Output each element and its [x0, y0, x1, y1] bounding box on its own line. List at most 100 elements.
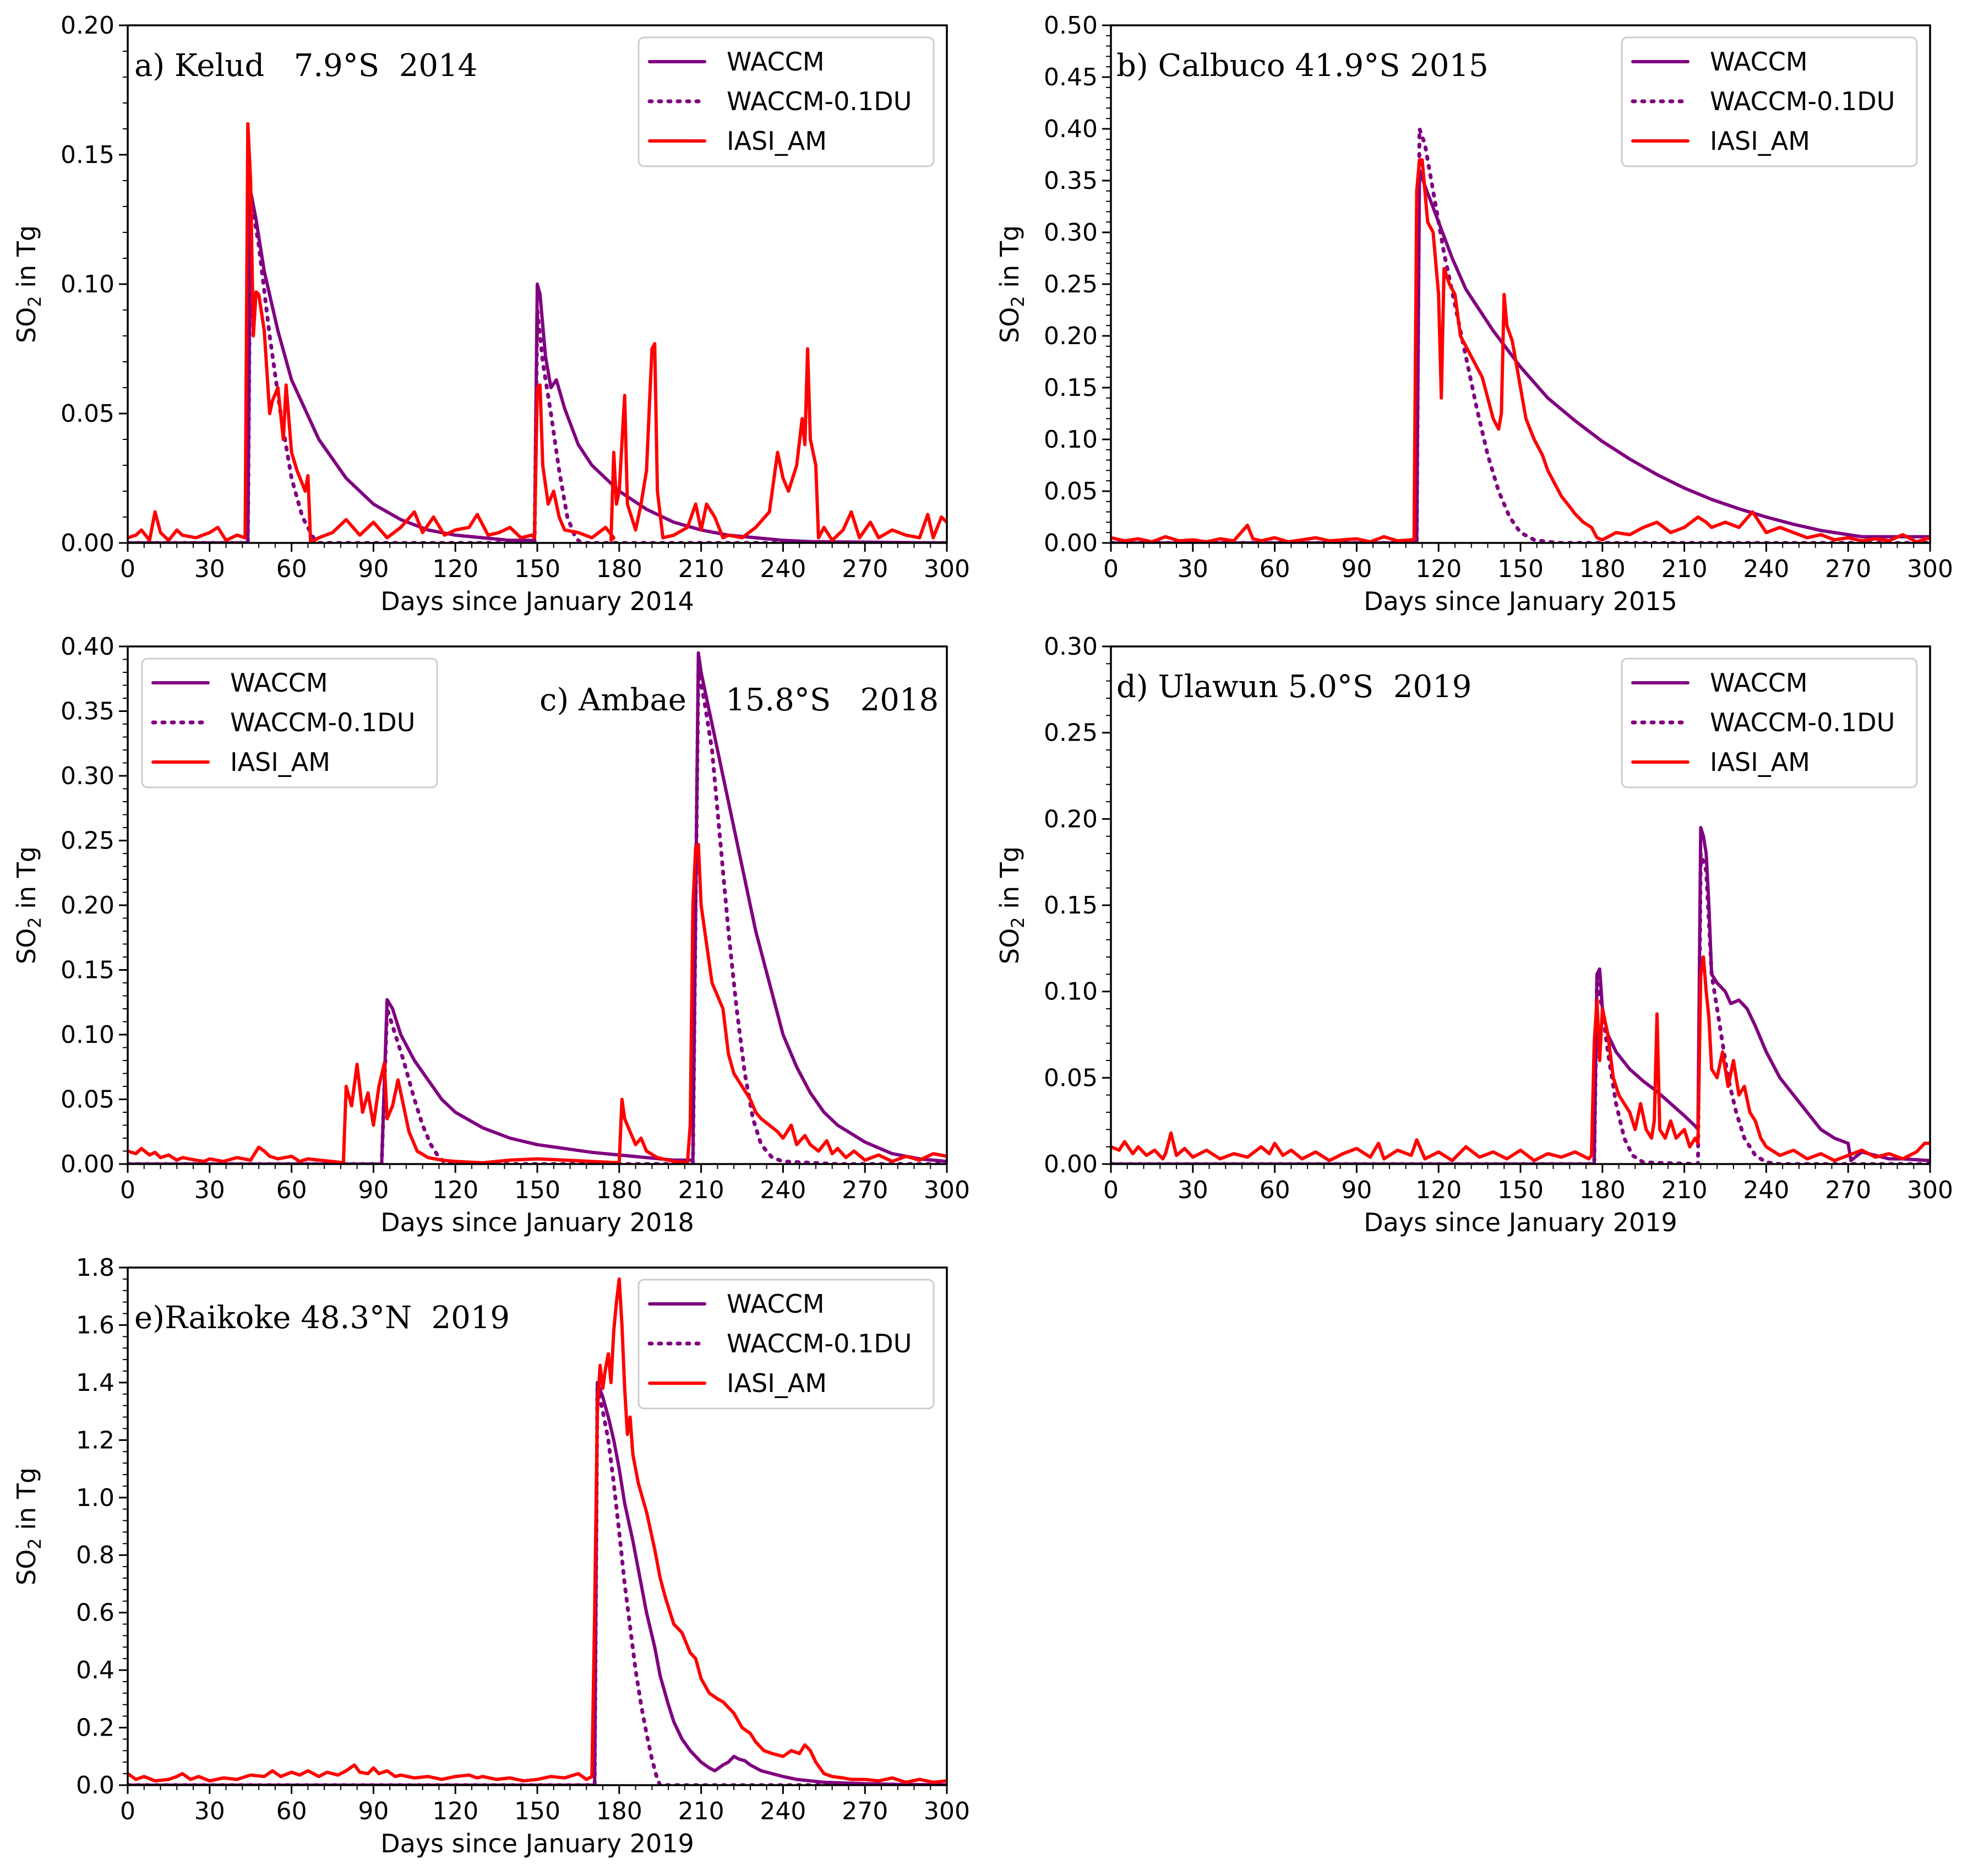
panel-title: c) Ambae 15.8°S 2018 — [539, 682, 939, 718]
series-line-iasi-am — [128, 122, 947, 543]
x-tick-label: 120 — [1415, 1176, 1462, 1204]
legend-label: WACCM — [1710, 668, 1808, 698]
legend-box — [1621, 657, 1918, 789]
x-tick-label: 0 — [120, 555, 135, 583]
panel-3: 0 30 60 90 120 150 180 210 240 270 300 0.00 0.05 0.10… — [12, 633, 970, 1237]
x-tick-label: 30 — [1178, 1176, 1208, 1204]
x-tick-label: 300 — [924, 555, 970, 583]
y-tick-label: 0.45 — [1044, 63, 1098, 91]
x-tick-label: 210 — [678, 1176, 724, 1204]
series-line-iasi-am — [1111, 955, 1930, 1162]
x-tick-label: 270 — [842, 1797, 888, 1825]
x-tick-label: 30 — [194, 555, 225, 583]
x-tick-label: 60 — [1260, 1176, 1290, 1204]
x-tick-label: 180 — [596, 1176, 642, 1204]
y-tick-label: 0.05 — [61, 400, 115, 428]
y-tick-label: 0.05 — [1044, 1064, 1098, 1092]
x-tick-label: 90 — [358, 1797, 389, 1825]
y-tick-label: 0.00 — [1044, 1150, 1098, 1178]
y-tick-label: 0.8 — [76, 1541, 115, 1569]
legend: WACCM WACCM-0.1DU IASI_AM — [1621, 36, 1918, 167]
panel-1: 0 30 60 90 120 150 180 210 240 270 300 0.00 0.05 0.10… — [12, 12, 970, 616]
series-line-waccm — [1111, 826, 1930, 1164]
series-line-iasi-am — [128, 1277, 947, 1784]
y-tick-label: 0.00 — [61, 1150, 115, 1178]
x-tick-label: 90 — [1341, 555, 1372, 583]
legend: WACCM WACCM-0.1DU IASI_AM — [1621, 657, 1918, 789]
y-tick-label: 0.25 — [1044, 719, 1098, 747]
panel-5: 0 30 60 90 120 150 180 210 240 270 300 0.0 0.2 0.4 0.6… — [12, 1254, 970, 1858]
legend-label: WACCM-0.1DU — [1710, 708, 1895, 737]
panel-title: b) Calbuco 41.9°S 2015 — [1116, 48, 1489, 84]
y-axis-label: SO2 in Tg — [12, 846, 45, 964]
legend-label: WACCM-0.1DU — [230, 708, 415, 737]
series-line-waccm-0-1du — [1111, 127, 1930, 543]
series-line-waccm — [128, 189, 947, 543]
x-tick-label: 240 — [1743, 1176, 1789, 1204]
panel-title: a) Kelud 7.9°S 2014 — [134, 48, 477, 84]
x-tick-label: 120 — [432, 555, 478, 583]
series-line-waccm-0-1du — [128, 670, 947, 1164]
x-tick-label: 150 — [1497, 555, 1544, 583]
y-tick-label: 0.05 — [61, 1086, 115, 1114]
legend-label: IASI_AM — [727, 126, 827, 156]
x-tick-label: 0 — [120, 1176, 135, 1204]
legend-label: WACCM — [230, 668, 328, 698]
panel-2: 0 30 60 90 120 150 180 210 240 270 300 0.00 0.05 0.10… — [995, 12, 1953, 616]
x-tick-label: 30 — [194, 1176, 225, 1204]
series-line-waccm — [128, 1380, 947, 1785]
y-tick-label: 0.05 — [1044, 477, 1098, 505]
x-tick-label: 270 — [842, 555, 888, 583]
y-tick-label: 0.15 — [61, 141, 115, 169]
x-tick-label: 150 — [514, 1797, 560, 1825]
y-tick-label: 0.00 — [61, 529, 115, 557]
x-tick-label: 0 — [1103, 555, 1119, 583]
x-tick-label: 90 — [358, 555, 389, 583]
y-tick-label: 0.25 — [61, 827, 115, 855]
x-tick-label: 300 — [924, 1797, 970, 1825]
x-tick-label: 270 — [1825, 1176, 1871, 1204]
x-tick-label: 300 — [1907, 555, 1953, 583]
x-axis-label: Days since January 2015 — [1364, 586, 1677, 616]
series-line-waccm-0-1du — [128, 194, 947, 543]
series-group — [1111, 826, 1930, 1164]
legend-box — [637, 1279, 935, 1410]
legend-box — [637, 36, 935, 167]
series-group — [1111, 127, 1930, 543]
y-tick-label: 0.10 — [61, 1021, 115, 1049]
x-axis-label: Days since January 2018 — [380, 1208, 694, 1237]
y-axis-label: SO2 in Tg — [995, 846, 1028, 964]
x-tick-label: 180 — [596, 1797, 642, 1825]
x-tick-label: 180 — [1579, 555, 1626, 583]
x-tick-label: 60 — [1260, 555, 1290, 583]
legend-label: IASI_AM — [1710, 126, 1810, 156]
x-tick-label: 270 — [842, 1176, 888, 1204]
x-tick-label: 210 — [1661, 1176, 1708, 1204]
x-tick-label: 150 — [1497, 1176, 1544, 1204]
x-tick-label: 60 — [276, 1176, 307, 1204]
y-tick-label: 0.20 — [1044, 805, 1098, 833]
x-tick-label: 210 — [678, 555, 724, 583]
legend-label: WACCM-0.1DU — [1710, 86, 1895, 116]
y-tick-label: 1.4 — [76, 1369, 115, 1397]
x-tick-label: 180 — [1579, 1176, 1626, 1204]
legend-label: IASI_AM — [230, 747, 330, 777]
legend-label: WACCM — [727, 1289, 825, 1319]
x-tick-label: 0 — [1103, 1176, 1119, 1204]
x-axis-label: Days since January 2014 — [380, 586, 694, 616]
x-axis-label: Days since January 2019 — [1364, 1208, 1677, 1237]
y-tick-label: 0.40 — [1044, 115, 1098, 143]
x-tick-label: 270 — [1825, 555, 1871, 583]
x-tick-label: 90 — [1341, 1176, 1372, 1204]
y-tick-label: 0.00 — [1044, 529, 1098, 557]
legend-box — [141, 657, 438, 789]
series-group — [128, 651, 947, 1164]
panel-4: 0 30 60 90 120 150 180 210 240 270 300 0.00 0.05 0.10… — [995, 633, 1953, 1237]
legend: WACCM WACCM-0.1DU IASI_AM — [141, 657, 438, 789]
legend-label: WACCM-0.1DU — [727, 86, 912, 116]
x-tick-label: 60 — [276, 555, 307, 583]
x-tick-label: 120 — [432, 1797, 478, 1825]
y-tick-label: 0.35 — [61, 698, 115, 726]
x-tick-label: 240 — [1743, 555, 1789, 583]
